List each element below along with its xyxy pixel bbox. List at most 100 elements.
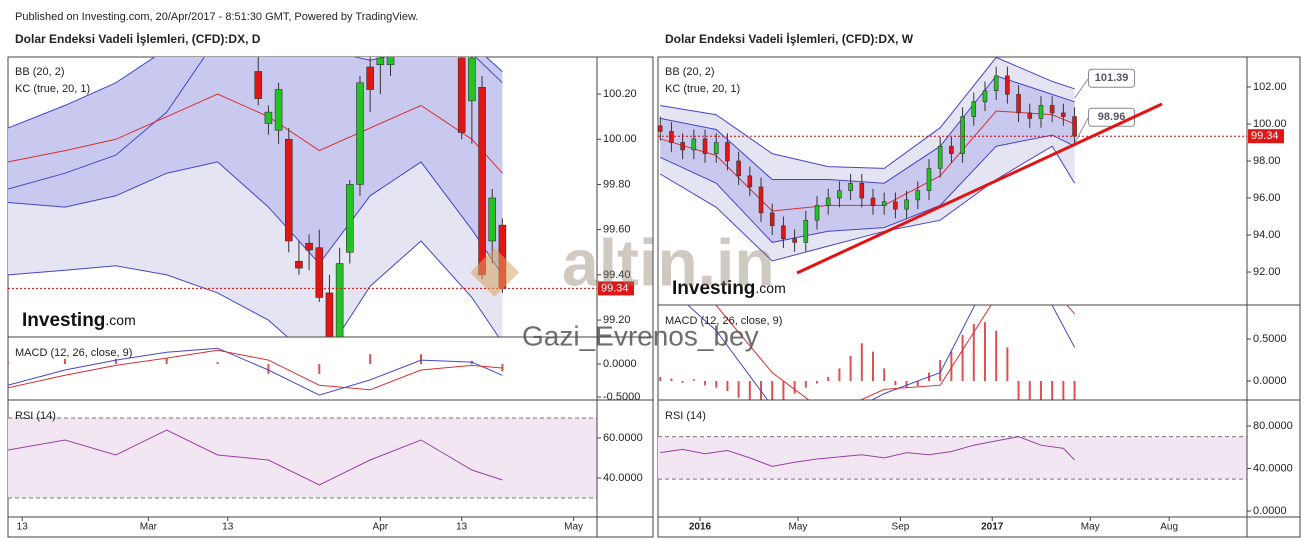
macd-label: MACD (12, 26, close, 9) (665, 315, 782, 327)
macd-histogram-bar (916, 381, 919, 387)
logo: Investing.com (22, 310, 136, 331)
watermark: altin.in (562, 225, 775, 299)
macd-histogram-bar (659, 376, 662, 382)
x-tick-label: 2017 (981, 522, 1004, 533)
candle-body (284, 138, 293, 242)
macd-histogram-bar (793, 381, 796, 394)
rsi-label: RSI (14) (665, 410, 706, 422)
overlay: ◆ altin.in Gazi_Evrenos_bey (470, 102, 1163, 351)
price-panel (8, 57, 507, 337)
rsi-band (8, 418, 597, 498)
candle-body (366, 66, 374, 90)
candle-body (305, 242, 313, 251)
trend-line (796, 102, 1163, 275)
candle-body (803, 219, 809, 243)
macd-histogram-bar (983, 322, 986, 382)
macd-line (687, 305, 1076, 400)
macd-histogram-bar (670, 378, 673, 382)
y-tick-label: 60.0000 (603, 432, 643, 444)
candle-body (315, 247, 324, 298)
candle-body (325, 292, 334, 337)
macd-histogram-bar (939, 360, 942, 382)
x-tick-label: May (789, 522, 808, 533)
candle-body (713, 142, 719, 154)
candle-body (1016, 94, 1021, 114)
macd-histogram-bar (972, 323, 975, 382)
candle-body (702, 138, 708, 154)
rsi-panel (658, 436, 1247, 480)
signal-line (714, 305, 1075, 400)
candle-body (264, 111, 273, 124)
y-tick-label: 100.00 (603, 133, 637, 145)
annotation-box (1088, 68, 1136, 88)
macd-histogram-bar (8, 361, 9, 365)
kc-area (8, 57, 503, 275)
candle-body (982, 90, 988, 103)
candle-body (346, 184, 354, 253)
rsi-panel (8, 417, 597, 499)
candle-body (859, 182, 865, 199)
candle-body (1005, 75, 1010, 95)
candle-body (792, 238, 797, 243)
macd-histogram-bar (816, 381, 819, 384)
chart: Dolar Endeksi Vadeli İşlemleri, (CFD):DX… (657, 31, 1301, 538)
candle-body (680, 142, 685, 151)
y-tick-label: 96.00 (1253, 192, 1281, 204)
candle-body (457, 57, 466, 133)
candle-body (993, 75, 999, 91)
x-tick-label: 13 (222, 522, 234, 533)
candle-body (725, 142, 730, 162)
candle-body (926, 168, 932, 191)
macd-histogram-bar (827, 376, 830, 382)
macd-label: MACD (12, 26, close, 9) (15, 347, 132, 359)
candle-body (971, 101, 977, 117)
candle-body (376, 57, 385, 65)
macd-histogram-bar (1062, 381, 1065, 400)
candle-body (488, 197, 497, 242)
candle-body (893, 201, 898, 210)
rsi-band (658, 436, 1247, 480)
candle-body (386, 57, 395, 65)
kc-label: KC (true, 20, 1) (665, 83, 740, 95)
candle-body (1049, 105, 1055, 114)
candle-body (1027, 112, 1033, 119)
macd-histogram-bar (883, 368, 886, 382)
macd-histogram-bar (905, 381, 908, 388)
macd-histogram-bar (681, 381, 684, 383)
macd-histogram-bar (318, 364, 321, 374)
macd-histogram-bar (726, 381, 729, 392)
macd-histogram-bar (838, 368, 841, 382)
bb-label: BB (20, 2) (665, 66, 715, 78)
last-price-label: 99.34 (601, 282, 629, 294)
macd-panel (8, 347, 504, 396)
logo: Investing.com (672, 278, 786, 299)
macd-histogram-bar (950, 351, 953, 382)
logo-name: Investing (22, 310, 105, 331)
y-tick-label: 94.00 (1253, 229, 1281, 241)
y-tick-label: 102.00 (1253, 81, 1287, 93)
macd-histogram-bar (1073, 381, 1076, 400)
y-tick-label: 92.00 (1253, 266, 1281, 278)
y-tick-label: 0.0000 (1253, 375, 1287, 387)
y-tick-label: 98.00 (1253, 155, 1281, 167)
macd-histogram-bar (804, 381, 807, 388)
candle-body (837, 190, 842, 199)
header: Published on Investing.com, 20/Apr/2017 … (15, 11, 418, 23)
macd-histogram-bar (748, 381, 751, 400)
charts: Dolar Endeksi Vadeli İşlemleri, (CFD):DX… (7, 31, 1301, 538)
bb-label: BB (20, 2) (15, 66, 65, 78)
rsi-label: RSI (14) (15, 410, 56, 422)
candle-body (825, 197, 831, 206)
bb-upper-line (8, 57, 503, 190)
candle-body (758, 186, 764, 214)
watermark-icon: ◆ (470, 231, 520, 303)
macd-histogram-bar (267, 364, 270, 374)
candle-body (669, 131, 674, 143)
macd-histogram-bar (995, 330, 998, 382)
candle-body (254, 71, 263, 99)
candle-body (960, 116, 965, 154)
kc-upper-line (8, 57, 503, 129)
x-tick-label: 13 (456, 522, 468, 533)
rsi-line (8, 429, 503, 486)
macd-histogram-bar (1028, 381, 1031, 400)
